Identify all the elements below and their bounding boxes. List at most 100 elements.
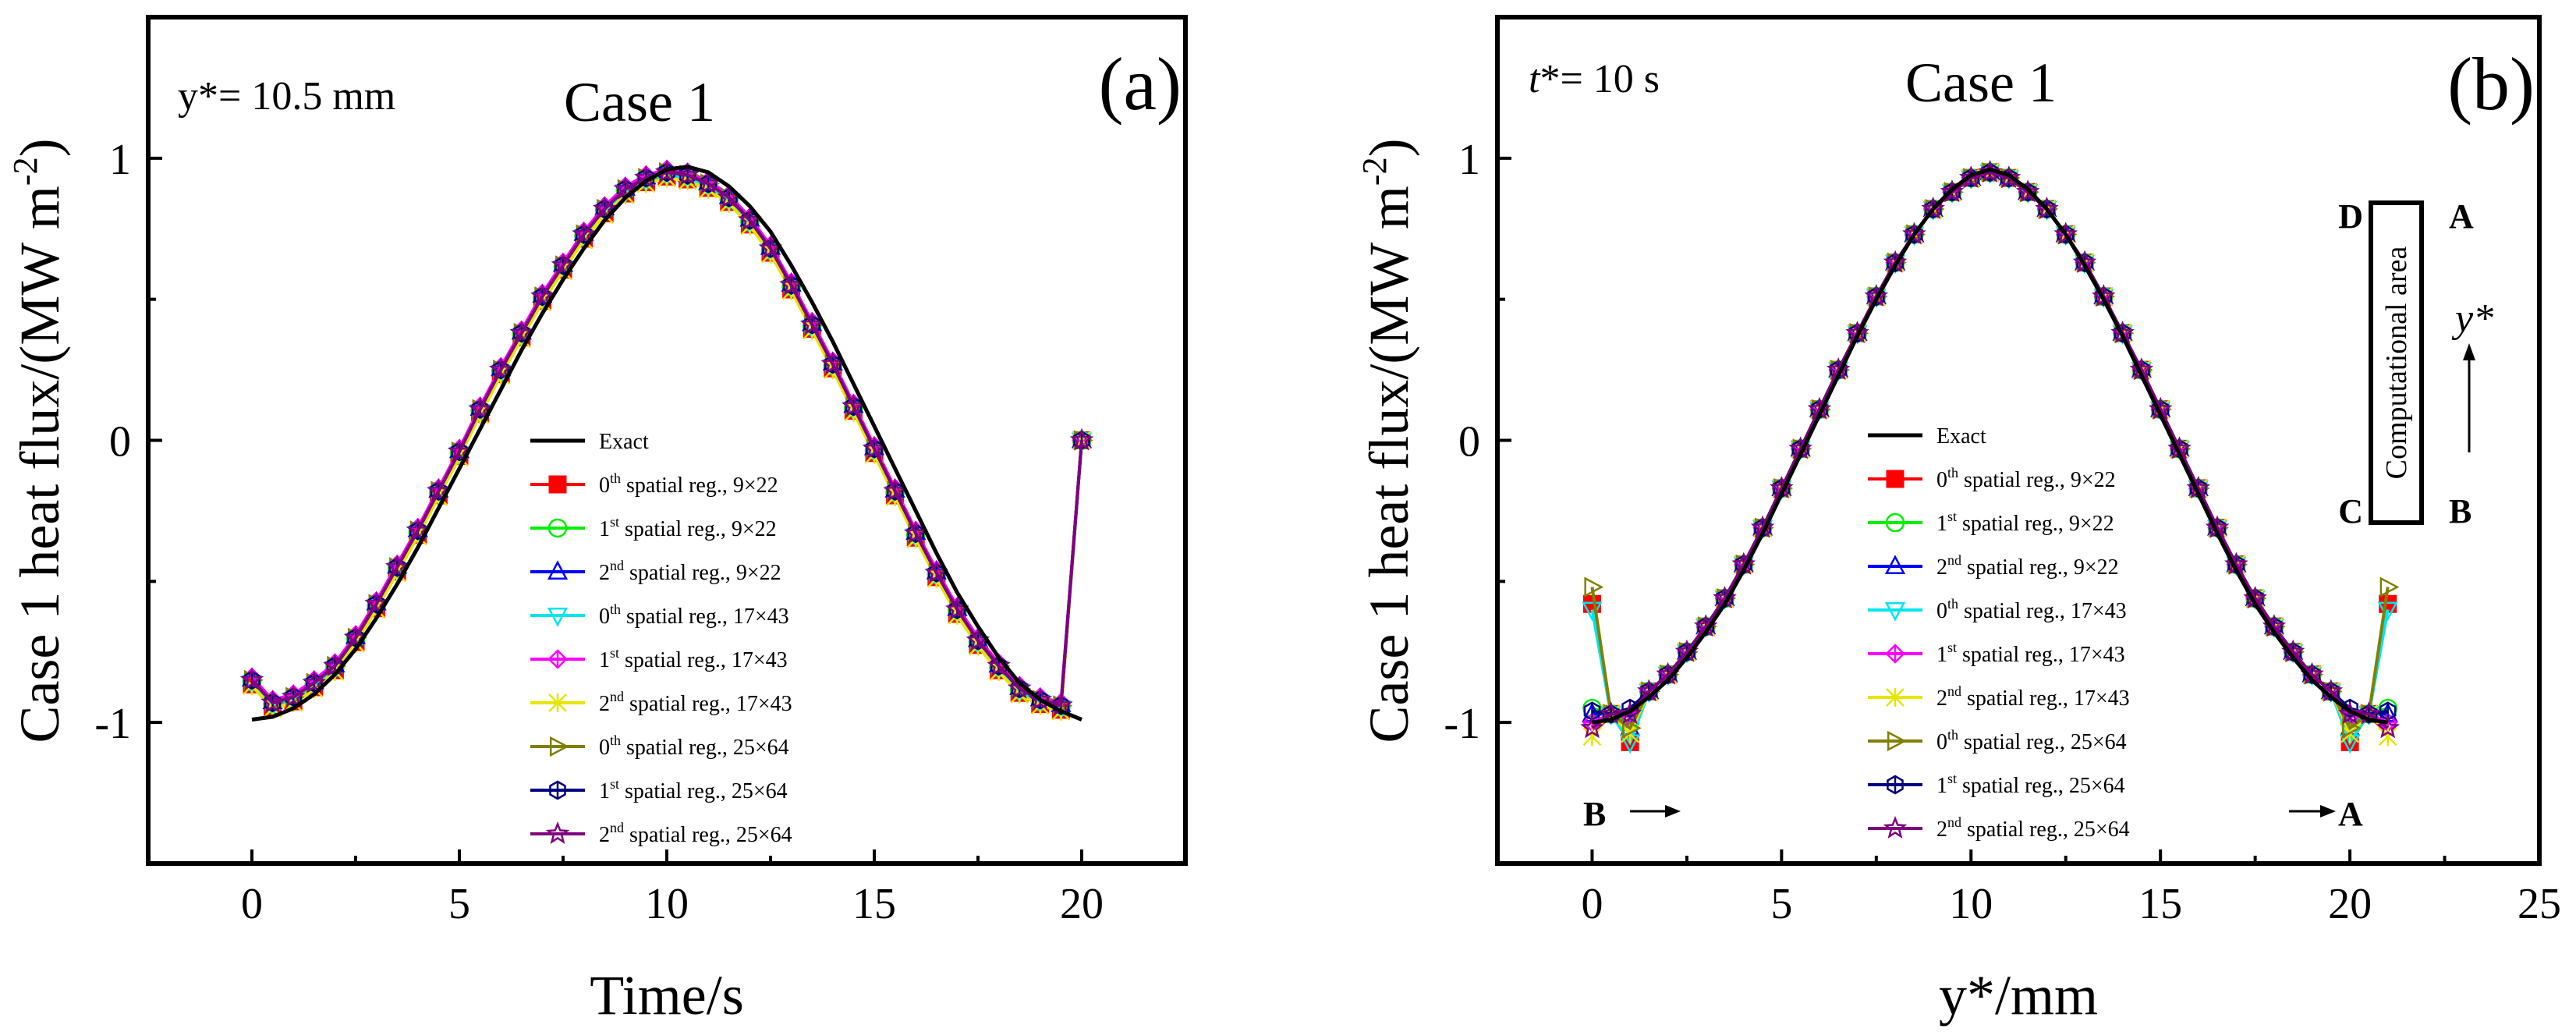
panel-b-legend-label-exact: Exact: [1936, 424, 1986, 449]
panel-b-series-line: [1591, 170, 2389, 725]
end-label-a: A: [2338, 795, 2363, 833]
panel-a-legend-label: 0th spatial reg., 17×43: [599, 601, 789, 629]
panel-b-letter: (b): [2447, 42, 2535, 126]
panel-a-legend-label-exact: Exact: [599, 430, 649, 454]
panel-b-series-point: [1580, 715, 1604, 739]
panel-a-legend-label: 1st spatial reg., 9×22: [599, 514, 777, 541]
panel-a-series-point: [572, 222, 596, 245]
panel-a-legend-label: 0th spatial reg., 25×64: [599, 732, 789, 760]
panel-a-xtick-label: 15: [852, 880, 896, 928]
panel-b-legend-swatch-marker: [1885, 512, 1905, 533]
panel-a-series-point: [260, 690, 285, 713]
panel-a-legend-label: 1st spatial reg., 25×64: [599, 776, 788, 803]
panel-b-series-point: [2376, 715, 2400, 739]
panel-a-series-point: [820, 351, 845, 374]
panel-a-series-point: [862, 436, 887, 459]
panel-a-series-7: [243, 162, 1090, 715]
panel-b-exact-line: [1592, 167, 2389, 725]
panel-a-series-point: [281, 684, 306, 708]
panel-b-legend-label: 2nd spatial reg., 17×43: [1936, 683, 2130, 711]
panel-b-legend-swatch-marker: [1886, 470, 1905, 488]
panel-a-title: Case 1: [564, 71, 715, 133]
panel-a-series-point: [343, 625, 368, 648]
panel-b-series-point: [1618, 701, 1642, 725]
panel-b-series-point: [2053, 222, 2078, 245]
panel-b-ylabel: Case 1 heat flux/(MW m-2): [1355, 138, 1420, 743]
panel-a-plot-area: [239, 159, 1094, 722]
panel-b-series-point: [1940, 179, 1965, 203]
panel-b-xtick-label: 5: [1770, 880, 1792, 928]
panel-a-xtick-label: 0: [241, 880, 263, 928]
panel-a-series-point: [509, 321, 534, 344]
panel-a-series-point: [447, 438, 472, 462]
panel-b-xlabel: y*/mm: [1939, 964, 2098, 1027]
panel-a-series-point: [675, 162, 700, 186]
panel-a-series-5: [243, 168, 1091, 721]
panel-a-legend-swatch-marker: [545, 821, 570, 844]
panel-b-legend-swatch-marker: [1887, 730, 1907, 752]
panel-a-series-point: [488, 357, 513, 381]
panel-a-series-point: [696, 171, 721, 194]
panel-a-series-line: [250, 170, 1083, 708]
panel-b-series-point: [2337, 701, 2362, 725]
panel-b-ytick-label: -1: [1444, 700, 1480, 748]
panel-b-series-point: [2378, 727, 2397, 747]
computational-area-box: [2369, 200, 2424, 525]
panel-a-series-3: [241, 167, 1093, 720]
panel-a-legend-label: 2nd spatial reg., 9×22: [599, 558, 781, 585]
panel-a-series-point: [384, 555, 409, 578]
panel-b-legend-swatch-marker: [1885, 644, 1905, 664]
panel-a-series-point: [592, 196, 617, 219]
panel-a-series-point: [364, 591, 388, 615]
panel-b-series-point: [1921, 196, 1945, 219]
end-label-a-arrow-head-icon: [2320, 805, 2336, 817]
panel-b-xtick-label: 0: [1581, 880, 1603, 928]
y-star-arrow-head-icon: [2463, 343, 2475, 360]
panel-b-legend-label: 0th spatial reg., 25×64: [1936, 727, 2127, 754]
panel-b-annotation: t*= 10 s: [1529, 57, 1660, 101]
panel-a-ytick-label: 0: [109, 418, 131, 466]
panel-a-series-point: [1069, 427, 1094, 451]
panel-b-title: Case 1: [1905, 51, 2057, 114]
panel-a-exact-line: [251, 165, 1082, 722]
panel-a-legend-swatch-marker: [547, 560, 569, 580]
panel-b-ytick-label: 0: [1458, 418, 1480, 466]
panel-b-series-point: [2015, 179, 2040, 203]
panel-b-series-point: [1621, 718, 1642, 739]
panel-a-legend-swatch-marker: [547, 649, 568, 669]
panel-a-series-point: [468, 396, 492, 420]
panel-a-legend-label: 0th spatial reg., 9×22: [599, 470, 778, 498]
panel-b-ytick-label: 1: [1458, 136, 1480, 184]
panel-a-series-0: [243, 167, 1091, 719]
panel-a-ytick-label: 1: [109, 136, 131, 184]
panel-a: 0 5 10 15 20 -1 0 1 Time/s Case 1 heat flux/(MW…: [6, 15, 1188, 1027]
panel-b-series-line: [1591, 170, 2389, 725]
panel-b-legend-label: 0th spatial reg., 17×43: [1936, 596, 2127, 623]
panel-a-xtick-label: 10: [645, 880, 689, 928]
panel-b-legend: Exact 0th spatial reg., 9×22 1st spatial r…: [1868, 424, 2130, 842]
panel-a-series-line: [250, 175, 1083, 712]
panel-a-legend: Exact 0th spatial reg., 9×22 1st spatial r…: [530, 430, 792, 847]
panel-a-series-point: [406, 518, 431, 541]
panel-a-series-point: [239, 667, 264, 690]
panel-a-legend-swatch-marker: [549, 780, 566, 800]
panel-a-series-line: [250, 176, 1083, 714]
corner-d-label: D: [2338, 197, 2363, 236]
panel-b-legend-swatch-marker: [1887, 775, 1904, 795]
panel-a-series-point: [799, 312, 824, 335]
panel-b-xtick-label: 10: [1949, 880, 1993, 928]
panel-a-xtick-label: 5: [448, 880, 470, 928]
panel-b-legend-label: 2nd spatial reg., 9×22: [1936, 552, 2119, 580]
panel-b-series-point: [1978, 159, 2002, 183]
panel-a-series-point: [842, 394, 866, 417]
panel-b-series-point: [1584, 576, 1604, 598]
panel-a-legend-swatch-marker: [547, 518, 568, 538]
panel-b-legend-label: 1st spatial reg., 17×43: [1936, 640, 2125, 667]
panel-a-legend-swatch-marker: [548, 475, 567, 494]
panel-a-annotation: y*= 10.5 mm: [178, 74, 395, 119]
panel-b-xtick-label: 15: [2138, 880, 2182, 928]
panel-b-series-point: [2379, 576, 2400, 598]
panel-b-legend-label: 1st spatial reg., 9×22: [1936, 509, 2114, 536]
panel-a-legend-swatch-marker: [549, 736, 569, 757]
